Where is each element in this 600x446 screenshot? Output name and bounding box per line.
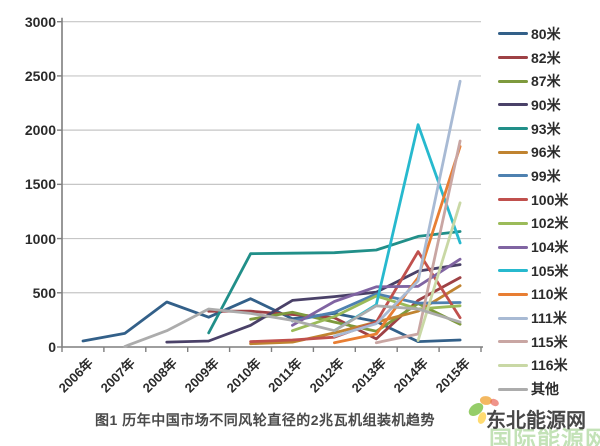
- legend-item-102米: 102米: [498, 212, 598, 236]
- legend-item-93米: 93米: [498, 117, 598, 141]
- legend-label: 82米: [531, 49, 561, 66]
- y-tick-label: 3000: [24, 13, 56, 30]
- legend-label: 115米: [531, 333, 568, 350]
- watermark-back-text: 国际能源网: [489, 426, 600, 446]
- y-tick-label: 1000: [24, 230, 56, 247]
- legend-item-110米: 110米: [498, 283, 598, 307]
- legend-line-swatch: [498, 269, 528, 273]
- legend-label: 99米: [531, 167, 561, 184]
- legend-item-111米: 111米: [498, 306, 598, 330]
- legend-label: 102米: [531, 215, 569, 232]
- legend-label: 其他: [531, 381, 559, 398]
- y-tick-label: 2000: [24, 122, 56, 139]
- legend-item-80米: 80米: [498, 22, 598, 46]
- series-lines: [81, 79, 462, 348]
- legend-label: 110米: [531, 286, 568, 303]
- legend-item-87米: 87米: [498, 69, 598, 93]
- figure-caption: 图1 历年中国市场不同风轮直径的2兆瓦机组装机趋势: [95, 412, 435, 428]
- legend-item-99米: 99米: [498, 164, 598, 188]
- legend-line-swatch: [498, 103, 528, 107]
- legend-line-swatch: [498, 221, 528, 225]
- legend-label: 105米: [531, 262, 569, 279]
- legend-item-96米: 96米: [498, 140, 598, 164]
- y-tick-label: 2500: [24, 67, 56, 84]
- legend-line-swatch: [498, 292, 528, 296]
- legend-item-100米: 100米: [498, 188, 598, 212]
- legend-item-116米: 116米: [498, 354, 598, 378]
- legend: 80米 82米 87米 90米 93米 96米 99米 100米 102米 104米 105米 110…: [498, 22, 598, 401]
- legend-line-swatch: [498, 387, 528, 391]
- legend-line-swatch: [498, 174, 528, 178]
- y-tick-label: 1500: [24, 176, 56, 193]
- legend-line-swatch: [498, 316, 528, 320]
- legend-line-swatch: [498, 245, 528, 249]
- legend-line-swatch: [498, 127, 528, 131]
- legend-label: 100米: [531, 191, 569, 208]
- legend-label: 90米: [531, 96, 561, 113]
- legend-label: 87米: [531, 73, 561, 90]
- legend-line-swatch: [498, 79, 528, 83]
- legend-item-105米: 105米: [498, 259, 598, 283]
- legend-label: 116米: [531, 357, 568, 374]
- legend-item-104米: 104米: [498, 235, 598, 259]
- y-tick-label: 500: [32, 284, 56, 301]
- legend-item-其他: 其他: [498, 377, 598, 401]
- legend-label: 111米: [531, 310, 567, 327]
- legend-label: 96米: [531, 144, 561, 161]
- legend-line-swatch: [498, 32, 528, 36]
- watermark-front-text: 东北能源网: [486, 410, 586, 432]
- legend-line-swatch: [498, 150, 528, 154]
- axes: [57, 17, 483, 352]
- legend-item-115米: 115米: [498, 330, 598, 354]
- legend-line-swatch: [498, 56, 528, 60]
- legend-label: 93米: [531, 120, 561, 137]
- gridlines: [62, 21, 481, 294]
- legend-label: 80米: [531, 25, 561, 42]
- legend-item-90米: 90米: [498, 93, 598, 117]
- legend-line-swatch: [498, 363, 528, 367]
- y-tick-label: 0: [48, 339, 56, 355]
- legend-label: 104米: [531, 239, 569, 256]
- legend-line-swatch: [498, 340, 528, 344]
- legend-item-82米: 82米: [498, 46, 598, 70]
- legend-line-swatch: [498, 198, 528, 202]
